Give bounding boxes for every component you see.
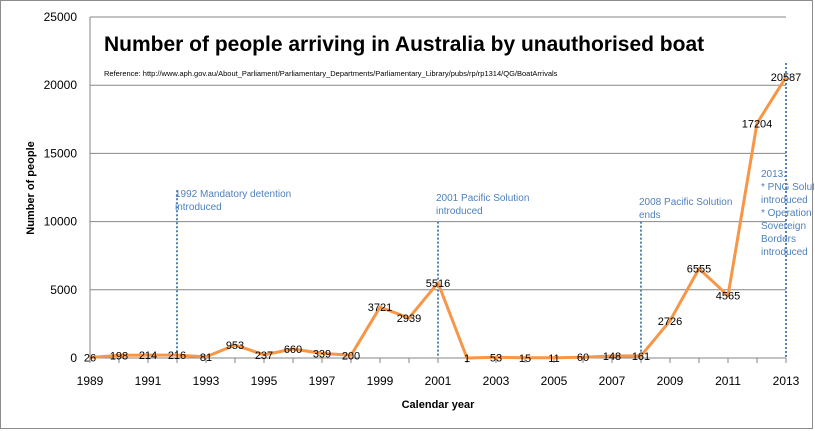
data-label: 2726	[658, 316, 682, 328]
x-tick-label: 1995	[251, 374, 278, 388]
x-tick-label: 2009	[657, 374, 684, 388]
data-label: 216	[168, 350, 186, 362]
x-tick-label: 2013	[773, 374, 800, 388]
annotation-line-text: ends	[639, 210, 661, 221]
annotation-line-text: introduced	[436, 206, 483, 217]
data-label: 26	[84, 353, 96, 365]
x-tick-label: 2003	[483, 374, 510, 388]
data-series	[89, 76, 788, 360]
x-tick-label: 2007	[599, 374, 626, 388]
data-label: 339	[313, 348, 331, 360]
data-label: 4565	[716, 291, 740, 303]
data-label: 660	[284, 344, 302, 356]
x-tick-label: 2011	[715, 374, 741, 388]
x-axis-title: Calendar year	[402, 399, 475, 411]
data-label: 161	[632, 351, 650, 363]
data-label: 17204	[742, 118, 773, 130]
x-tick-label: 2001	[425, 374, 452, 388]
data-label: 60	[577, 352, 589, 364]
data-label: 3721	[368, 302, 392, 314]
data-label: 237	[255, 350, 273, 362]
annotation-line-text: 2013:	[761, 169, 786, 180]
data-labels: 26 198 214 216 81 953 237 660 339 200 3721 2939 5516…	[84, 72, 801, 365]
data-label: 198	[110, 350, 128, 362]
annotation-line-text: introduced	[761, 247, 808, 258]
series-line-boat-arrivals	[89, 76, 788, 360]
annotation-line-text: Borders	[761, 234, 796, 245]
x-tick-label: 1989	[77, 374, 104, 388]
gridlines	[90, 16, 786, 291]
axes: 0 5000 10000 15000 20000 25000 1989 1991 1993 199…	[44, 10, 800, 388]
data-label: 11	[548, 353, 559, 365]
x-tick-label: 1999	[367, 374, 394, 388]
data-label: 953	[226, 340, 244, 352]
annotation-line-text: 1992 Mandatory detention	[175, 189, 291, 200]
y-tick-label: 10000	[44, 215, 78, 229]
data-label: 2939	[397, 313, 421, 325]
annotation-line-text: introduced	[175, 202, 222, 213]
data-label: 148	[603, 351, 621, 363]
data-label: 53	[490, 352, 502, 364]
x-tick-label: 1991	[135, 374, 162, 388]
data-label: 15	[519, 353, 531, 365]
annotation-line-text: 2008 Pacific Solution	[639, 197, 732, 208]
annotation-line-text: * Operation	[761, 208, 812, 219]
annotation-text: 2013: * PNG Solution introduced * Operation…	[761, 169, 814, 258]
annotation-text: 1992 Mandatory detention introduced	[175, 189, 291, 213]
y-tick-label: 20000	[44, 78, 78, 92]
y-axis-title: Number of people	[25, 141, 37, 235]
data-label: 214	[139, 350, 157, 362]
annotation-line-text: 2001 Pacific Solution	[436, 193, 529, 204]
y-tick-label: 25000	[44, 10, 78, 24]
data-label: 20587	[771, 72, 802, 84]
x-tick-label: 2005	[541, 374, 568, 388]
data-label: 6555	[687, 264, 711, 276]
y-tick-label: 0	[70, 351, 77, 365]
data-label: 81	[200, 352, 212, 364]
y-tick-label: 15000	[44, 146, 78, 160]
data-label: 5516	[426, 278, 450, 290]
data-label: 200	[342, 350, 360, 362]
reference-text: Reference: http://www.aph.gov.au/About_P…	[104, 69, 558, 78]
x-tick-label: 1993	[193, 374, 220, 388]
chart-title: Number of people arriving in Australia b…	[104, 33, 704, 56]
x-tick-label: 1997	[309, 374, 336, 388]
data-label: 1	[464, 353, 470, 365]
annotation-line-text: Sovereign	[761, 221, 806, 232]
y-tick-label: 5000	[50, 283, 77, 297]
annotation-line-text: introduced	[761, 195, 808, 206]
annotation-line-text: * PNG Solution	[761, 182, 814, 193]
annotation-text: 2001 Pacific Solution introduced	[436, 193, 529, 217]
annotation-text: 2008 Pacific Solution ends	[639, 197, 732, 221]
